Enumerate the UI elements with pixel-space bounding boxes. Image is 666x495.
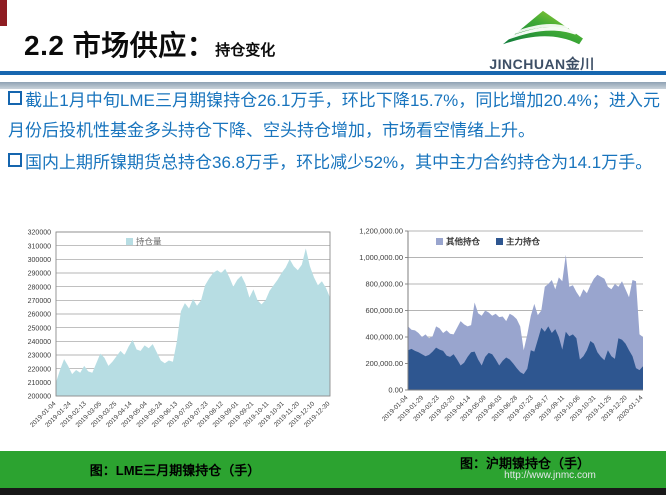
jinchuan-mountain-icon	[498, 10, 586, 52]
title-main: 2.2 市场供应：	[24, 30, 216, 61]
svg-text:200,000.00: 200,000.00	[365, 359, 403, 368]
chart-shfe-nickel-positions: 0.00 200,000.00 400,000.00 600,000.00 800,00…	[343, 220, 665, 455]
corner-accent-bar	[0, 0, 7, 26]
lme-area-chart-svg: 200000 210000 220000 230000 240000 250000 2600…	[28, 230, 332, 429]
svg-text:1,000,000.00: 1,000,000.00	[359, 253, 403, 262]
svg-text:0.00: 0.00	[388, 386, 403, 395]
bullet-square-icon	[8, 91, 22, 105]
svg-text:主力持仓: 主力持仓	[506, 237, 541, 247]
chart-lme-nickel-positions: 200000 210000 220000 230000 240000 250000 2600…	[18, 220, 340, 455]
bullet-paragraph-2: 国内上期所镍期货总持仓36.8万手，环比减少52%，其中主力合约持仓为14.1万…	[8, 148, 660, 178]
svg-text:320000: 320000	[28, 230, 51, 237]
svg-text:220000: 220000	[28, 366, 51, 373]
header-divider-blue	[0, 71, 666, 75]
shfe-stacked-area-chart-svg: 0.00 200,000.00 400,000.00 600,000.00 800,00…	[359, 227, 644, 423]
title-subtitle: 持仓变化	[215, 42, 276, 59]
svg-text:400,000.00: 400,000.00	[365, 333, 403, 342]
svg-text:800,000.00: 800,000.00	[365, 280, 403, 289]
bullet-paragraph-1: 截止1月中旬LME三月期镍持仓26.1万手，环比下降15.7%，同比增加20.4…	[8, 86, 660, 146]
company-logo: JINCHUAN金川	[483, 8, 601, 74]
svg-text:290000: 290000	[28, 271, 51, 278]
svg-text:其他持仓: 其他持仓	[446, 237, 481, 247]
svg-text:280000: 280000	[28, 284, 51, 291]
right-chart-caption: 图：沪期镍持仓（手）	[459, 456, 590, 471]
svg-text:310000: 310000	[28, 243, 51, 250]
left-chart-caption: 图：LME三月期镍持仓（手）	[89, 463, 261, 478]
svg-text:260000: 260000	[28, 312, 51, 319]
svg-text:600,000.00: 600,000.00	[365, 306, 403, 315]
svg-text:1,200,000.00: 1,200,000.00	[359, 227, 403, 236]
footer-green-bar	[0, 451, 666, 488]
svg-text:210000: 210000	[28, 380, 51, 387]
svg-text:200000: 200000	[28, 394, 51, 401]
header-divider-gray	[0, 82, 666, 89]
svg-text:230000: 230000	[28, 353, 51, 360]
svg-text:270000: 270000	[28, 298, 51, 305]
bullet-text-2: 国内上期所镍期货总持仓36.8万手，环比减少52%，其中主力合约持仓为14.1万…	[25, 153, 653, 172]
bottom-black-strip	[0, 488, 666, 495]
page-title: 2.2 市场供应：持仓变化	[24, 24, 275, 64]
svg-text:300000: 300000	[28, 257, 51, 264]
footer-url: http://www.jnmc.com	[504, 470, 596, 481]
svg-text:240000: 240000	[28, 339, 51, 346]
logo-text: JINCHUAN金川	[489, 56, 595, 72]
svg-text:持仓量: 持仓量	[136, 237, 162, 247]
bullet-square-icon	[8, 153, 22, 167]
bullet-text-1: 截止1月中旬LME三月期镍持仓26.1万手，环比下降15.7%，同比增加20.4…	[8, 91, 660, 140]
svg-text:250000: 250000	[28, 325, 51, 332]
